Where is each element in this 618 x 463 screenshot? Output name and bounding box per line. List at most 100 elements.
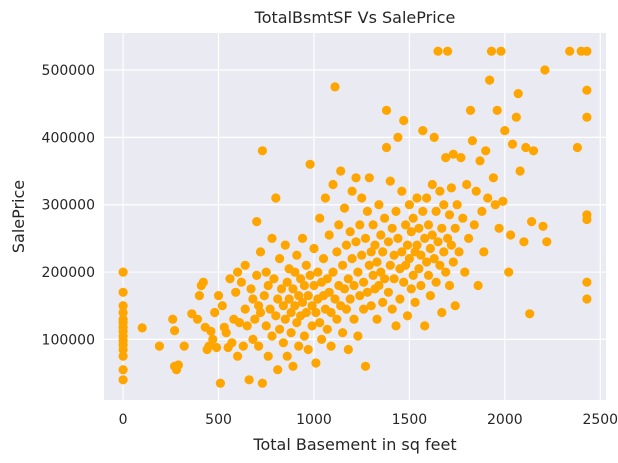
data-point	[391, 206, 401, 216]
y-tick-label: 300000	[42, 198, 95, 214]
data-point	[433, 237, 443, 247]
data-point	[404, 200, 414, 210]
data-point	[301, 307, 311, 318]
data-point	[435, 260, 445, 270]
data-point	[582, 214, 592, 225]
data-point	[429, 254, 439, 264]
data-point	[381, 142, 392, 153]
data-point	[444, 210, 455, 220]
data-point	[368, 220, 378, 230]
data-point	[227, 338, 237, 348]
data-point	[374, 280, 384, 291]
data-point	[444, 280, 455, 291]
data-point	[315, 213, 325, 223]
x-tick-label: 1500	[392, 412, 428, 428]
data-point	[383, 287, 393, 297]
data-point	[450, 301, 460, 311]
x-tick-label: 1000	[296, 412, 332, 428]
data-point	[275, 254, 285, 264]
data-point	[437, 307, 447, 318]
x-tick-label: 2500	[582, 412, 618, 428]
data-point	[238, 341, 248, 351]
data-point	[305, 159, 315, 169]
data-point	[381, 105, 392, 115]
data-point	[467, 136, 477, 146]
data-point	[290, 301, 300, 311]
data-point	[422, 257, 432, 267]
y-tick-label: 100000	[42, 332, 95, 348]
data-point	[299, 331, 309, 341]
data-point	[206, 326, 216, 336]
data-point	[479, 247, 489, 257]
data-point	[338, 260, 348, 270]
data-point	[345, 294, 355, 304]
data-point	[250, 314, 260, 324]
data-point	[435, 186, 445, 196]
data-point	[118, 287, 128, 297]
data-point	[443, 46, 453, 56]
data-point	[324, 287, 334, 297]
data-point	[481, 146, 491, 156]
data-point	[255, 307, 266, 318]
data-point	[154, 341, 164, 351]
y-axis-label: SalePrice	[9, 180, 28, 253]
data-point	[330, 82, 340, 92]
data-point	[187, 309, 197, 319]
data-point	[267, 233, 277, 243]
data-point	[414, 223, 424, 233]
data-point	[401, 220, 411, 230]
data-point	[261, 267, 271, 277]
data-point	[452, 200, 462, 210]
data-point	[437, 223, 447, 233]
data-point	[423, 220, 434, 230]
data-point	[360, 233, 371, 243]
data-point	[292, 250, 302, 260]
data-point	[240, 304, 250, 314]
data-point	[376, 230, 386, 240]
data-point	[431, 277, 441, 287]
data-point	[500, 126, 510, 136]
data-point	[233, 267, 243, 277]
data-point	[422, 193, 432, 203]
data-point	[427, 179, 437, 190]
data-point	[330, 294, 340, 304]
data-point	[263, 280, 273, 291]
data-point	[471, 186, 481, 196]
data-point	[267, 331, 277, 341]
data-point	[393, 233, 403, 243]
data-point	[215, 378, 225, 388]
data-point	[372, 314, 382, 324]
data-point	[118, 344, 128, 355]
data-point	[343, 274, 353, 284]
data-point	[294, 341, 304, 351]
data-point	[275, 324, 285, 334]
data-point	[332, 314, 342, 324]
data-point	[271, 193, 281, 203]
data-point	[462, 179, 472, 190]
data-point	[389, 250, 399, 260]
data-point	[412, 240, 422, 250]
data-point	[565, 46, 575, 56]
data-point	[443, 233, 453, 243]
data-point	[326, 341, 336, 351]
data-point	[353, 331, 363, 341]
data-point	[475, 156, 485, 166]
data-point	[376, 267, 386, 277]
data-point	[423, 270, 434, 280]
data-point	[286, 328, 296, 338]
y-tick-label: 400000	[42, 130, 95, 146]
data-point	[303, 344, 313, 355]
data-point	[441, 153, 451, 163]
data-point	[582, 85, 592, 95]
data-point	[582, 277, 592, 287]
data-point	[378, 297, 388, 307]
data-point	[303, 291, 313, 301]
data-point	[286, 307, 296, 318]
y-tick-label: 500000	[42, 63, 95, 79]
data-point	[498, 196, 508, 206]
data-point	[425, 291, 435, 301]
data-point	[233, 351, 243, 361]
data-point	[311, 358, 321, 368]
data-point	[383, 237, 393, 247]
data-point	[446, 183, 456, 193]
